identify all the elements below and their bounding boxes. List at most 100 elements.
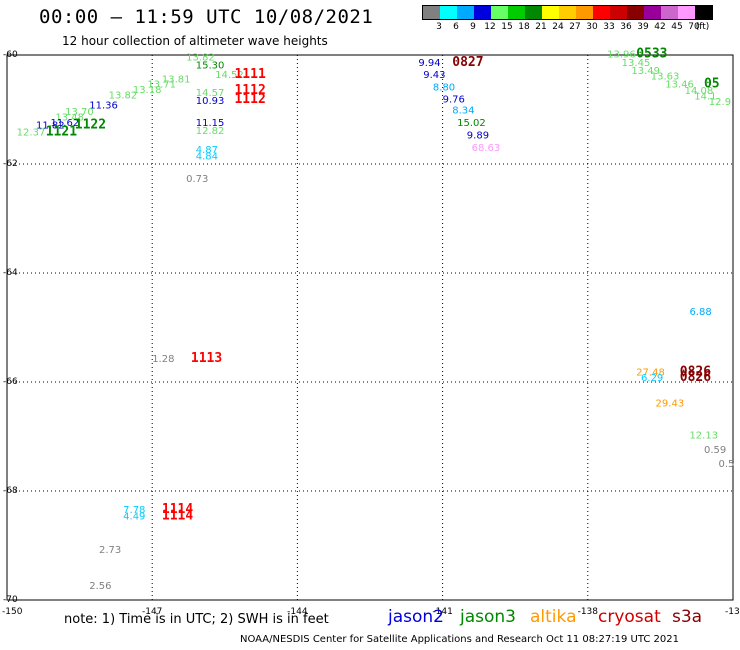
lon-tick-label: -141 <box>432 607 452 617</box>
color-scale-label: 27 <box>569 22 581 32</box>
time-label: 0826 <box>680 370 711 385</box>
legend-altika: altika <box>530 607 577 627</box>
color-scale-swatches <box>422 5 713 20</box>
color-scale-label: 15 <box>501 22 513 32</box>
color-scale: 3 6 9 12 15 18 21 24 27 30 33 36 39 42 45 70 (ft) <box>422 5 713 34</box>
color-swatch <box>610 6 627 19</box>
wave-height-label: 15.30 <box>196 61 225 72</box>
page-subtitle: 12 hour collection of altimeter wave hei… <box>62 34 328 48</box>
legend-jason2: jason2 <box>388 607 444 627</box>
wave-height-label: 10.93 <box>196 96 225 107</box>
time-label: 1114 <box>162 508 193 523</box>
wave-height-label: 9.94 <box>418 58 440 69</box>
wave-height-label: 13.48 <box>55 112 84 123</box>
time-label: 1122 <box>75 118 106 133</box>
map-frame <box>6 54 734 601</box>
time-label: 1121 <box>46 125 77 140</box>
color-swatch <box>491 6 508 19</box>
color-scale-label: 24 <box>552 22 564 32</box>
time-label: 05 <box>704 77 720 92</box>
time-label: 0827 <box>452 55 483 70</box>
wave-height-label: 8.80 <box>433 82 455 93</box>
wave-height-label: 12.37 <box>17 128 46 139</box>
color-scale-label: 30 <box>586 22 598 32</box>
lat-tick-label: -66 <box>3 377 18 387</box>
footer-credit: NOAA/NESDIS Center for Satellite Applica… <box>240 634 679 645</box>
color-swatch <box>423 6 440 19</box>
lon-tick-label: -147 <box>142 607 162 617</box>
wave-height-label: 9.89 <box>467 130 489 141</box>
wave-height-label: 14.52 <box>215 70 244 81</box>
wave-height-label: 13.71 <box>147 80 176 91</box>
wave-height-label: 0.59 <box>704 445 726 456</box>
lon-tick-label: -13 <box>725 607 740 617</box>
wave-height-label: 11.62 <box>51 118 80 129</box>
wave-height-label: 68.63 <box>472 143 501 154</box>
wave-height-label: 14.57 <box>196 88 225 99</box>
color-scale-label: 70 <box>688 22 700 32</box>
wave-height-label: 13.81 <box>162 74 191 85</box>
wave-height-label: 2.73 <box>99 545 121 556</box>
wave-height-label: 13.49 <box>631 66 660 77</box>
lon-tick-label: -144 <box>287 607 308 617</box>
wave-height-label: 13.82 <box>109 91 138 102</box>
wave-height-label: 14.1 <box>694 92 716 103</box>
wave-height-label: 9.43 <box>423 70 445 81</box>
lat-tick-label: -68 <box>3 486 18 496</box>
color-scale-label: 9 <box>470 22 476 32</box>
color-scale-label: 42 <box>654 22 666 32</box>
color-swatch <box>542 6 559 19</box>
wave-height-label: 0.73 <box>186 174 208 185</box>
color-swatch <box>440 6 457 19</box>
wave-height-label: 11.36 <box>89 100 118 111</box>
wave-height-label: 7.78 <box>123 505 145 516</box>
color-scale-label: 6 <box>453 22 459 32</box>
wave-height-label: 13.70 <box>65 107 94 118</box>
color-scale-label: 36 <box>620 22 632 32</box>
wave-height-label: 11.82 <box>36 121 65 132</box>
time-label: 1112 <box>234 92 265 107</box>
lat-tick-label: -62 <box>3 159 18 169</box>
color-swatch <box>457 6 474 19</box>
wave-height-label: 27.48 <box>636 367 665 378</box>
wave-height-label: 6.88 <box>689 307 711 318</box>
lon-tick-label: -138 <box>578 607 599 617</box>
lon-tick-label: -150 <box>2 607 23 617</box>
wave-height-label: 13.45 <box>622 58 651 69</box>
wave-height-label: 4.87 <box>196 145 218 156</box>
color-swatch <box>508 6 525 19</box>
color-scale-labels: 3 6 9 12 15 18 21 24 27 30 33 36 39 42 45 70 (ft) <box>422 20 713 34</box>
color-swatch <box>627 6 644 19</box>
wave-height-label: 6.29 <box>641 373 663 384</box>
time-label: 1113 <box>191 351 222 366</box>
wave-height-label: 1.28 <box>152 354 174 365</box>
wave-height-label: 29.43 <box>656 399 685 410</box>
lat-tick-label: -60 <box>3 50 18 60</box>
wave-height-label: 13.82 <box>186 52 215 63</box>
color-swatch <box>678 6 695 19</box>
color-swatch <box>525 6 542 19</box>
time-label: 0533 <box>636 47 667 62</box>
wave-height-label: 13.63 <box>651 72 680 83</box>
color-swatch <box>644 6 661 19</box>
legend-cryosat: cryosat <box>598 607 661 627</box>
wave-height-label: 15.02 <box>457 118 486 129</box>
wave-height-label: 4.49 <box>123 511 145 522</box>
color-scale-label: 39 <box>637 22 649 32</box>
color-scale-label: 45 <box>671 22 683 32</box>
wave-height-label: 0.5 <box>718 459 734 470</box>
color-scale-label: 33 <box>603 22 615 32</box>
wave-height-label: 8.34 <box>452 105 474 116</box>
color-swatch <box>695 6 712 19</box>
wave-height-label: 9.76 <box>443 94 465 105</box>
color-swatch <box>576 6 593 19</box>
color-scale-label: 12 <box>484 22 496 32</box>
color-scale-label: 3 <box>436 22 442 32</box>
wave-height-label: 12.13 <box>689 431 718 442</box>
time-label: 1112 <box>234 83 265 98</box>
color-scale-label: (ft) <box>695 22 710 32</box>
wave-height-label: 11.15 <box>196 118 225 129</box>
wave-height-label: 4.84 <box>196 152 218 163</box>
wave-height-label: 13.18 <box>133 85 162 96</box>
